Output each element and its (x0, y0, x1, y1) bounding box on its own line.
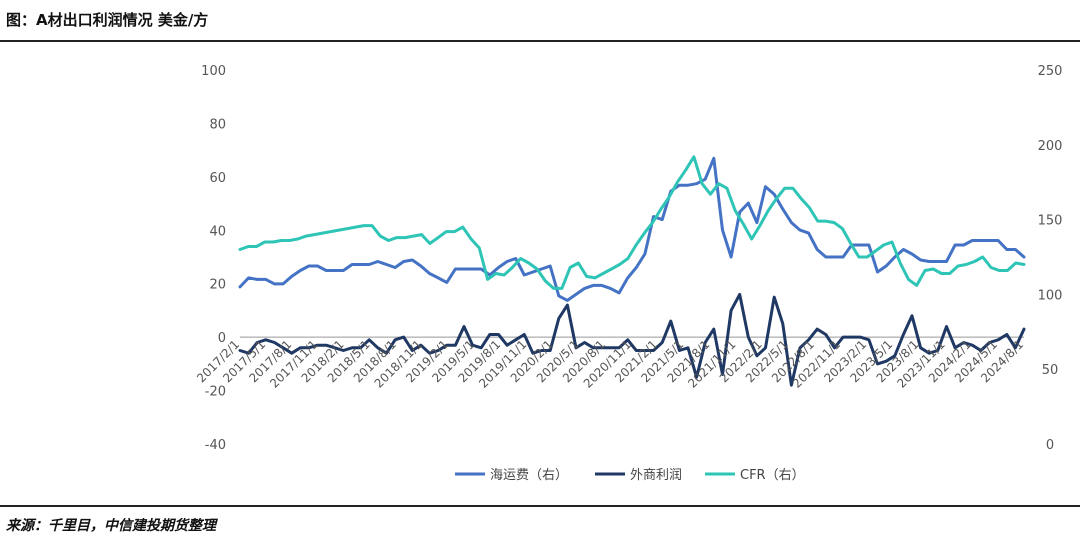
legend: 海运费（右） 外商利润 CFR（右） (455, 468, 805, 483)
legend-label: 外商利润 (630, 468, 682, 483)
y-axis-left: -40 -20 0 20 40 60 80 100 (201, 64, 226, 453)
footer-divider (0, 505, 1080, 507)
y-left-tick-label: -20 (205, 385, 226, 400)
y-left-tick-label: -40 (205, 438, 226, 453)
series-line-1 (238, 292, 1026, 387)
y-left-tick-label: 100 (201, 64, 226, 79)
y-right-tick-label: 200 (1038, 139, 1063, 154)
y-right-tick-label: 250 (1038, 64, 1063, 79)
legend-label: CFR（右） (740, 468, 805, 483)
legend-label: 海运费（右） (490, 468, 568, 483)
page-title: 图：A材出口利润情况 美金/方 (6, 11, 209, 29)
y-left-tick-label: 60 (209, 171, 226, 186)
source-note: 来源：千里目，中信建投期货整理 (6, 518, 216, 534)
series-lines (238, 155, 1026, 387)
y-right-tick-label: 0 (1046, 438, 1054, 453)
y-left-tick-label: 80 (209, 117, 226, 132)
y-right-tick-label: 50 (1042, 363, 1059, 378)
y-right-tick-label: 150 (1038, 214, 1063, 229)
title-divider (0, 40, 1080, 42)
y-axis-right: 0 50 100 150 200 250 (1038, 64, 1063, 453)
y-left-tick-label: 40 (209, 224, 226, 239)
series-line-0 (238, 156, 1026, 302)
series-line-2 (238, 155, 1026, 290)
y-right-tick-label: 100 (1038, 288, 1063, 303)
y-left-tick-label: 0 (218, 331, 226, 346)
y-left-tick-label: 20 (209, 278, 226, 293)
